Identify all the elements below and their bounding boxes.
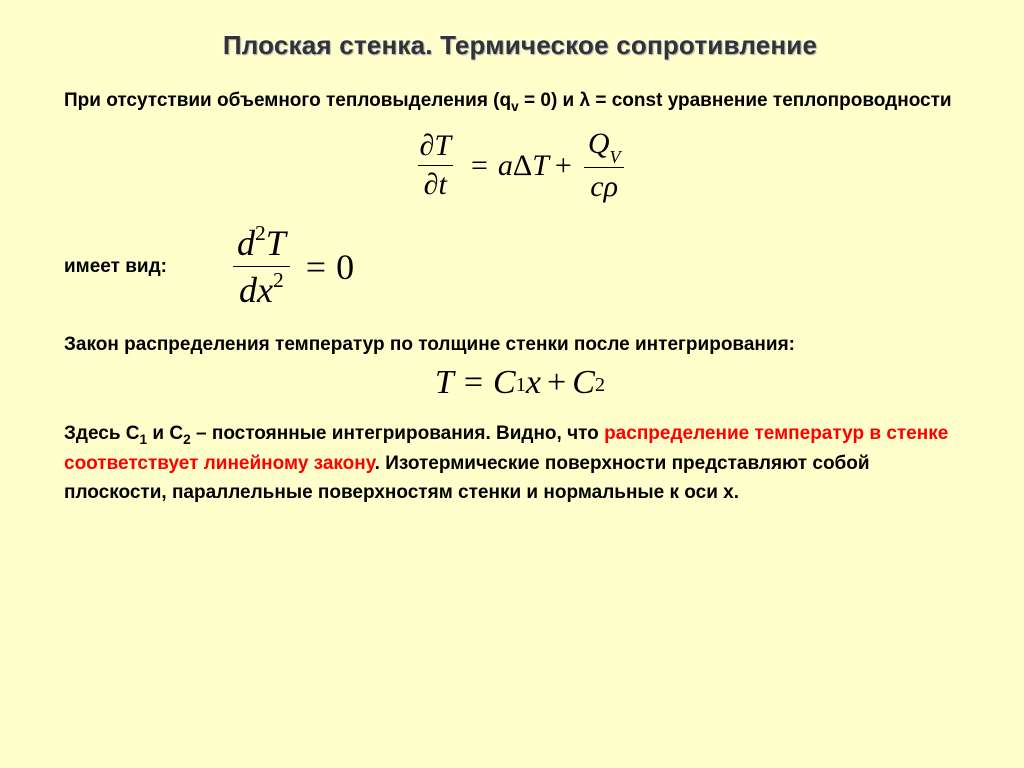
concl-s1: 1 <box>140 432 148 447</box>
concl-s2: 2 <box>183 432 191 447</box>
formula-1: ∂T ∂t = aΔT + QV cρ <box>409 127 630 204</box>
frac-dT-dt: ∂T ∂t <box>413 129 457 202</box>
formula-2: d2T dx2 = 0 <box>227 222 354 311</box>
concl-c: – постоянные интегрирования. Видно, что <box>191 423 604 444</box>
formula-3: T = C1x + C2 <box>435 364 605 402</box>
conclusion-paragraph: Здесь C1 и C2 – постоянные интегрировани… <box>64 420 976 507</box>
intro-sub-v: v <box>511 99 519 114</box>
frac-d2T-dx2: d2T dx2 <box>231 222 292 311</box>
distribution-paragraph: Закон распределения температур по толщин… <box>64 331 976 360</box>
concl-b: и C <box>147 423 183 444</box>
formula-heat-equation: ∂T ∂t = aΔT + QV cρ <box>64 127 976 204</box>
slide-title: Плоская стенка. Термическое сопротивлени… <box>64 30 976 61</box>
label-has-form: имеет вид: <box>64 256 167 278</box>
intro-a: При отсутствии объемного тепловыделения … <box>64 90 511 111</box>
slide: Плоская стенка. Термическое сопротивлени… <box>0 0 1024 768</box>
concl-a: Здесь C <box>64 423 140 444</box>
intro-paragraph: При отсутствии объемного тепловыделения … <box>64 87 976 117</box>
frac-Qv-crho: QV cρ <box>582 127 627 204</box>
formula-solution: T = C1x + C2 <box>64 364 976 402</box>
row-has-form: имеет вид: d2T dx2 = 0 <box>64 222 976 311</box>
intro-b: = 0) и λ = const уравнение теплопроводно… <box>519 90 952 111</box>
